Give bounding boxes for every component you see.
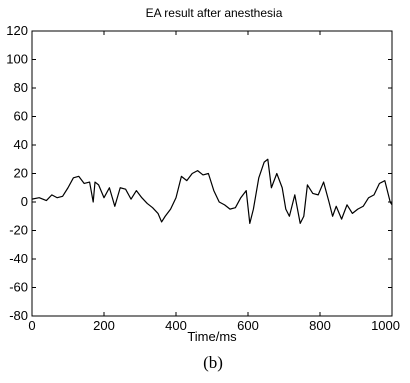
y-tick-label: 20 (14, 166, 28, 181)
y-axis: 120 100 80 60 40 20 0 -20 -40 -60 -80 (6, 23, 392, 323)
x-tick-label: 200 (93, 318, 115, 333)
y-tick-label: 0 (21, 194, 28, 209)
x-axis: 0 200 400 600 800 1000 (28, 31, 400, 333)
figure-caption: (b) (203, 353, 223, 372)
y-tick-label: 80 (14, 80, 28, 95)
y-tick-label: -40 (9, 251, 28, 266)
x-tick-label: 800 (309, 318, 331, 333)
series-line-0 (31, 158, 393, 224)
series-layer (31, 158, 393, 224)
x-tick-label: 1000 (371, 318, 400, 333)
y-tick-label: 60 (14, 109, 28, 124)
plot-frame (31, 30, 393, 317)
y-tick-label: 120 (6, 23, 28, 38)
y-tick-label: 100 (6, 52, 28, 67)
y-tick-label: -60 (9, 280, 28, 295)
y-tick-label: -80 (9, 308, 28, 323)
x-axis-label: Time/ms (187, 329, 237, 344)
y-tick-label: 40 (14, 137, 28, 152)
chart-title: EA result after anesthesia (146, 6, 283, 20)
x-tick-label: 0 (28, 318, 35, 333)
x-tick-label: 600 (237, 318, 259, 333)
y-tick-label: -20 (9, 223, 28, 238)
x-tick-label: 400 (165, 318, 187, 333)
